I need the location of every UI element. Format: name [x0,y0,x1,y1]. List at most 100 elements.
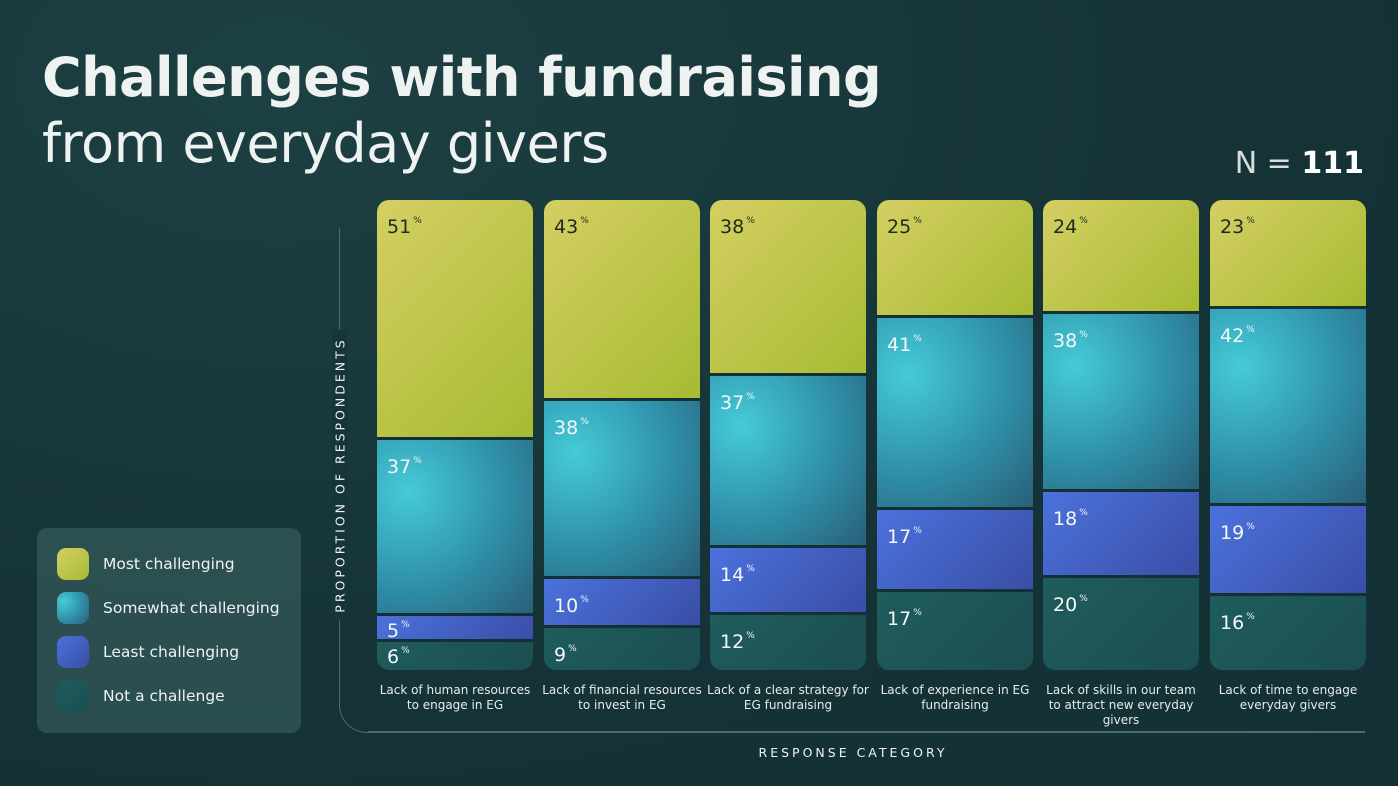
percent-unit: % [580,216,589,226]
category-label: Lack of human resources to engage in EG [379,683,531,712]
percent-unit: % [401,646,410,657]
data-value: 10 [554,595,579,618]
bar-stack: 23% 42% 19% 16% [1210,200,1366,670]
bar-segment: 42% [1210,309,1366,503]
bar-segment: 10% [544,579,700,626]
data-label: 25% [887,216,922,238]
data-value: 38 [1053,329,1078,352]
bar-segment: 14% [710,548,866,613]
data-label: 41% [887,334,922,356]
data-label: 20% [1053,594,1088,616]
data-label: 38% [554,417,589,439]
percent-unit: % [746,216,755,226]
bar-segment: 20% [1043,577,1199,670]
legend-swatch [57,680,89,712]
percent-unit: % [413,456,422,467]
n-value: 111 [1301,146,1364,181]
n-label: N = [1234,146,1292,181]
percent-unit: % [913,334,922,345]
data-value: 38 [720,216,745,238]
bar-segment: 24% [1043,200,1199,311]
y-axis-label: PROPORTION OF RESPONDENTS [332,329,348,621]
percent-unit: % [913,526,922,537]
percent-unit: % [1246,612,1255,623]
data-label: 38% [1053,330,1088,352]
percent-unit: % [1079,216,1088,226]
legend-label: Not a challenge [103,687,225,705]
data-label: 38% [720,216,755,238]
percent-unit: % [1246,325,1255,336]
category-label: Lack of financial resources to invest in… [542,683,702,712]
bar-segment: 38% [544,401,700,577]
bar-segment: 19% [1210,505,1366,594]
category-label: Lack of skills in our team to attract ne… [1046,683,1196,727]
data-value: 14 [720,564,745,587]
legend-item: Somewhat challenging [57,592,280,624]
data-label: 9% [554,644,577,666]
bar-stack: 43% 38% 10% 9% [544,200,700,670]
legend-swatch [57,636,89,668]
data-value: 23 [1220,216,1245,238]
bar-segment: 38% [710,200,866,374]
data-label: 37% [387,456,422,478]
bar-segment: 41% [877,318,1033,508]
data-label: 12% [720,631,755,653]
title-light: from everyday givers [42,112,609,175]
bar-stack: 24% 38% 18% 20% [1043,200,1199,670]
title-bold: Challenges with fundraising [42,46,882,109]
percent-unit: % [1079,593,1088,604]
bar-segment: 25% [877,200,1033,316]
data-label: 43% [554,216,589,238]
bar-segment: 6% [377,642,533,670]
data-label: 17% [887,608,922,630]
legend-item: Least challenging [57,636,239,668]
data-value: 5 [387,619,400,642]
bar-stack: 25% 41% 17% 17% [877,200,1033,670]
data-value: 37 [720,392,745,415]
data-label: 23% [1220,216,1255,238]
x-axis-line [368,731,1365,733]
percent-unit: % [580,595,589,606]
data-value: 9 [554,644,567,667]
bar-segment: 17% [877,510,1033,589]
data-value: 20 [1053,593,1078,616]
data-value: 18 [1053,507,1078,530]
percent-unit: % [413,216,422,226]
bar-segment: 18% [1043,491,1199,575]
sample-size: N = 111 [1235,146,1364,181]
bar-segment: 12% [710,615,866,670]
bar-stack: 38% 37% 14% 12% [710,200,866,670]
percent-unit: % [1079,329,1088,340]
data-label: 19% [1220,522,1255,544]
percent-unit: % [1246,216,1255,226]
legend: Most challenging Somewhat challenging Leas… [37,528,301,733]
data-value: 37 [387,456,412,479]
data-value: 6 [387,646,400,669]
category-label: Lack of a clear strategy for EG fundrais… [707,683,869,712]
data-value: 24 [1053,216,1078,238]
data-value: 17 [887,607,912,630]
data-value: 42 [1220,325,1245,348]
bar-segment: 37% [377,440,533,613]
data-value: 12 [720,631,745,654]
legend-item: Not a challenge [57,680,225,712]
x-axis-label: RESPONSE CATEGORY [758,745,948,760]
legend-swatch [57,548,89,580]
bar-segment: 23% [1210,200,1366,307]
legend-swatch [57,592,89,624]
percent-unit: % [746,392,755,403]
percent-unit: % [401,619,410,630]
data-value: 19 [1220,521,1245,544]
data-value: 17 [887,526,912,549]
percent-unit: % [568,644,577,655]
bar-segment: 9% [544,628,700,670]
data-label: 51% [387,216,422,238]
bar-segment: 5% [377,615,533,642]
percent-unit: % [1079,507,1088,518]
legend-label: Least challenging [103,643,240,661]
data-label: 42% [1220,325,1255,347]
percent-unit: % [746,631,755,642]
data-label: 10% [554,595,589,617]
category-label: Lack of experience in EG fundraising [880,683,1030,712]
data-label: 17% [887,526,922,548]
